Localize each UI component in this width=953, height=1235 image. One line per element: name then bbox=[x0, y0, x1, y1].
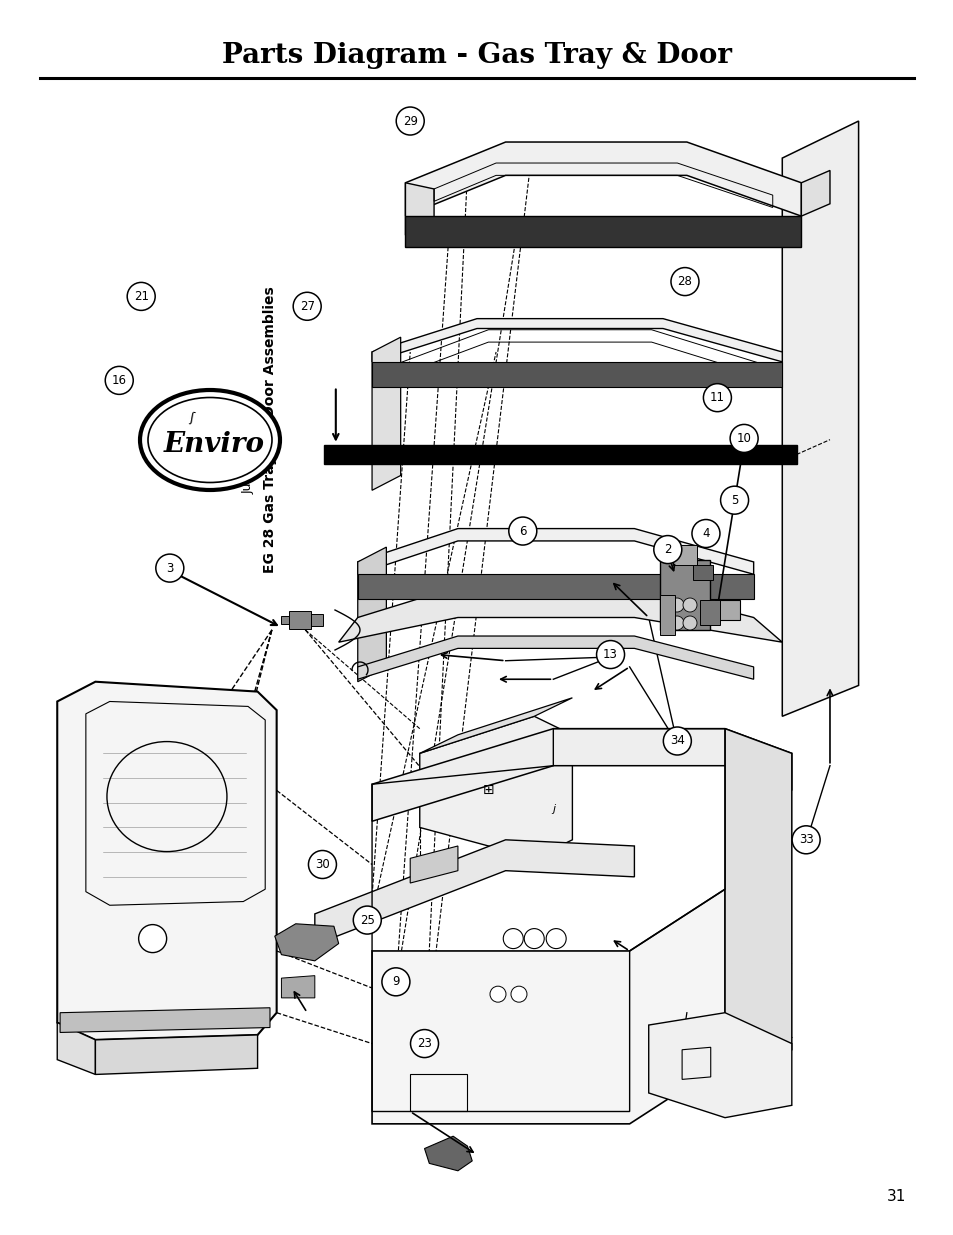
Text: 34: 34 bbox=[669, 735, 684, 747]
Circle shape bbox=[720, 487, 748, 514]
Polygon shape bbox=[57, 1023, 95, 1074]
Polygon shape bbox=[372, 319, 781, 362]
Polygon shape bbox=[324, 445, 796, 464]
Text: 25: 25 bbox=[359, 914, 375, 926]
Bar bbox=[714, 600, 740, 620]
Text: 4: 4 bbox=[701, 527, 709, 540]
Text: j: j bbox=[551, 804, 555, 814]
Text: 10: 10 bbox=[736, 432, 751, 445]
Text: 31: 31 bbox=[885, 1189, 905, 1204]
Circle shape bbox=[490, 987, 505, 1002]
Circle shape bbox=[791, 826, 820, 853]
Polygon shape bbox=[781, 121, 858, 716]
Polygon shape bbox=[405, 142, 801, 216]
Text: Enviro: Enviro bbox=[163, 431, 264, 458]
Text: Parts Diagram - Gas Tray & Door: Parts Diagram - Gas Tray & Door bbox=[222, 42, 731, 68]
Polygon shape bbox=[372, 729, 791, 821]
Polygon shape bbox=[338, 587, 781, 642]
Circle shape bbox=[410, 1030, 438, 1057]
Circle shape bbox=[353, 906, 381, 934]
Text: 16: 16 bbox=[112, 374, 127, 387]
Polygon shape bbox=[357, 636, 753, 679]
Circle shape bbox=[682, 598, 697, 613]
Text: 21: 21 bbox=[133, 290, 149, 303]
Text: 9: 9 bbox=[392, 976, 399, 988]
Polygon shape bbox=[801, 170, 829, 216]
Text: EG 28 Gas Tray and Door Assemblies: EG 28 Gas Tray and Door Assemblies bbox=[263, 287, 276, 573]
Circle shape bbox=[503, 929, 522, 948]
Circle shape bbox=[155, 555, 184, 582]
Bar bbox=[659, 595, 675, 635]
Polygon shape bbox=[410, 846, 457, 883]
Polygon shape bbox=[57, 682, 276, 1040]
Polygon shape bbox=[372, 337, 400, 490]
Text: 11: 11 bbox=[709, 391, 724, 404]
Circle shape bbox=[395, 107, 424, 135]
Bar bbox=[692, 564, 712, 580]
Polygon shape bbox=[372, 362, 781, 387]
Text: 28: 28 bbox=[677, 275, 692, 288]
Circle shape bbox=[138, 925, 167, 952]
Polygon shape bbox=[405, 183, 434, 241]
Text: 2: 2 bbox=[663, 543, 671, 556]
Polygon shape bbox=[357, 529, 753, 574]
Bar bbox=[672, 545, 697, 564]
Text: ⊞: ⊞ bbox=[482, 783, 494, 798]
Circle shape bbox=[105, 367, 133, 394]
Circle shape bbox=[511, 987, 526, 1002]
Bar bbox=[289, 611, 311, 629]
Bar bbox=[311, 614, 323, 626]
Circle shape bbox=[669, 616, 683, 630]
Polygon shape bbox=[274, 924, 338, 961]
Circle shape bbox=[127, 283, 155, 310]
Polygon shape bbox=[281, 976, 314, 998]
Circle shape bbox=[702, 384, 731, 411]
Text: 13: 13 bbox=[602, 648, 618, 661]
Text: 3: 3 bbox=[166, 562, 173, 574]
Circle shape bbox=[691, 520, 720, 547]
Circle shape bbox=[662, 727, 691, 755]
Circle shape bbox=[669, 598, 683, 613]
Text: 30: 30 bbox=[314, 858, 330, 871]
Polygon shape bbox=[405, 216, 801, 247]
Circle shape bbox=[682, 616, 697, 630]
Circle shape bbox=[653, 536, 681, 563]
Polygon shape bbox=[724, 729, 791, 1062]
Polygon shape bbox=[314, 840, 634, 945]
Polygon shape bbox=[357, 574, 753, 599]
Text: 23: 23 bbox=[416, 1037, 432, 1050]
Circle shape bbox=[508, 517, 537, 545]
Circle shape bbox=[596, 641, 624, 668]
Text: 29: 29 bbox=[402, 115, 417, 127]
Text: 33: 33 bbox=[798, 834, 813, 846]
Text: ʃ: ʃ bbox=[189, 411, 195, 425]
Polygon shape bbox=[424, 1136, 472, 1171]
Text: 27: 27 bbox=[299, 300, 314, 312]
Polygon shape bbox=[419, 698, 572, 753]
Text: 6: 6 bbox=[518, 525, 526, 537]
Circle shape bbox=[729, 425, 758, 452]
Text: 5: 5 bbox=[730, 494, 738, 506]
Polygon shape bbox=[419, 716, 572, 858]
Circle shape bbox=[670, 268, 699, 295]
Circle shape bbox=[308, 851, 336, 878]
Circle shape bbox=[524, 929, 543, 948]
Bar bbox=[659, 559, 709, 630]
Polygon shape bbox=[60, 1008, 270, 1032]
Polygon shape bbox=[372, 889, 724, 1124]
Circle shape bbox=[546, 929, 565, 948]
Polygon shape bbox=[95, 1035, 257, 1074]
Bar bbox=[700, 600, 720, 625]
Circle shape bbox=[381, 968, 410, 995]
Polygon shape bbox=[357, 547, 386, 682]
Polygon shape bbox=[648, 1013, 791, 1118]
Circle shape bbox=[293, 293, 321, 320]
Bar bbox=[281, 616, 289, 624]
Text: July 2004: July 2004 bbox=[241, 436, 254, 494]
Ellipse shape bbox=[140, 390, 280, 490]
